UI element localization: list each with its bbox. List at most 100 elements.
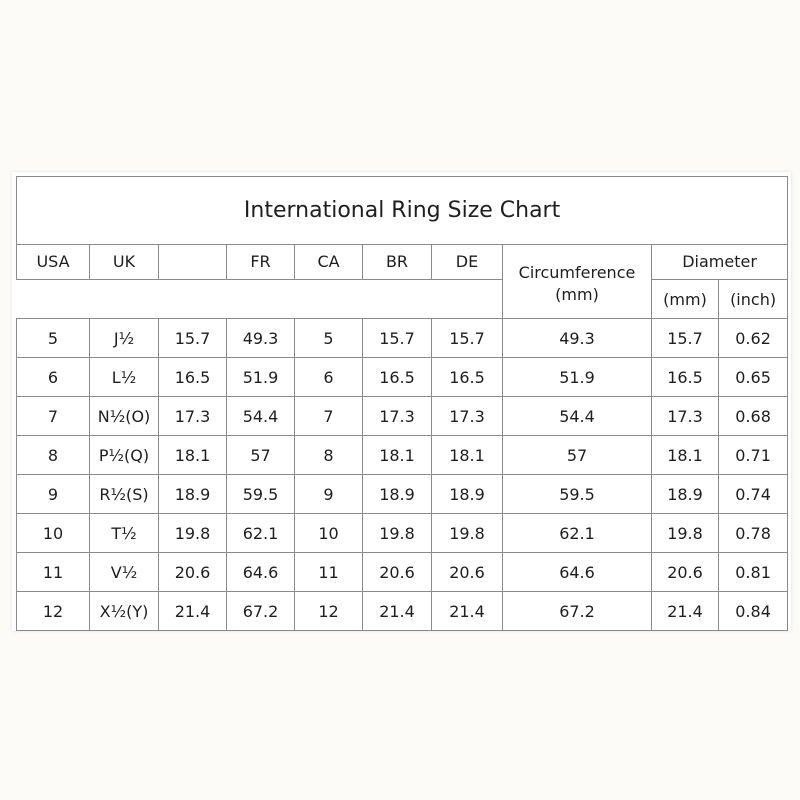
cell-uk: J½ [89, 318, 159, 358]
cell-de: 17.3 [431, 396, 503, 436]
cell-diameter-mm: 21.4 [651, 591, 719, 631]
cell-diameter-mm: 17.3 [651, 396, 719, 436]
ring-size-table: International Ring Size Chart USA UK FR … [15, 176, 789, 631]
cell-de: 16.5 [431, 357, 503, 397]
cell-uk: V½ [89, 552, 159, 592]
table-row: 10 T½ 19.8 62.1 10 19.8 19.8 62.1 19.8 0.78 [16, 513, 789, 553]
table-row: 9 R½(S) 18.9 59.5 9 18.9 18.9 59.5 18.9 0.74 [16, 474, 789, 514]
cell-diameter-inch: 0.78 [717, 513, 789, 553]
cell-circumference-mm: 54.4 [502, 396, 652, 436]
cell-unlabeled: 17.3 [158, 396, 227, 436]
cell-diameter-inch: 0.74 [717, 474, 789, 514]
cell-usa: 10 [16, 513, 90, 553]
cell-ca: 6 [294, 357, 363, 397]
header-blank [158, 244, 227, 280]
table-row: 7 N½(O) 17.3 54.4 7 17.3 17.3 54.4 17.3 0.68 [16, 396, 789, 436]
cell-usa: 8 [16, 435, 90, 475]
table-row: 8 P½(Q) 18.1 57 8 18.1 18.1 57 18.1 0.71 [16, 435, 789, 475]
cell-usa: 12 [16, 591, 90, 631]
cell-unlabeled: 20.6 [158, 552, 227, 592]
cell-de: 18.9 [431, 474, 503, 514]
cell-diameter-mm: 18.1 [651, 435, 719, 475]
cell-diameter-mm: 18.9 [651, 474, 719, 514]
cell-de: 19.8 [431, 513, 503, 553]
cell-unlabeled: 21.4 [158, 591, 227, 631]
cell-circumference-mm: 62.1 [502, 513, 652, 553]
cell-usa: 11 [16, 552, 90, 592]
cell-br: 18.1 [362, 435, 432, 475]
cell-fr: 62.1 [226, 513, 295, 553]
cell-fr: 59.5 [226, 474, 295, 514]
cell-usa: 9 [16, 474, 90, 514]
cell-de: 21.4 [431, 591, 503, 631]
cell-circumference-mm: 49.3 [502, 318, 652, 358]
header-uk: UK [89, 244, 159, 280]
cell-de: 18.1 [431, 435, 503, 475]
cell-fr: 49.3 [226, 318, 295, 358]
cell-unlabeled: 16.5 [158, 357, 227, 397]
table-row: 5 J½ 15.7 49.3 5 15.7 15.7 49.3 15.7 0.62 [16, 318, 789, 358]
header-br: BR [362, 244, 432, 280]
cell-de: 15.7 [431, 318, 503, 358]
cell-usa: 5 [16, 318, 90, 358]
cell-diameter-mm: 15.7 [651, 318, 719, 358]
cell-br: 18.9 [362, 474, 432, 514]
cell-diameter-inch: 0.84 [717, 591, 789, 631]
cell-uk: R½(S) [89, 474, 159, 514]
cell-diameter-inch: 0.81 [717, 552, 789, 592]
header-circumference: Circumference (mm) [502, 244, 652, 319]
cell-br: 16.5 [362, 357, 432, 397]
table-row: 11 V½ 20.6 64.6 11 20.6 20.6 64.6 20.6 0.81 [16, 552, 789, 592]
cell-diameter-mm: 19.8 [651, 513, 719, 553]
cell-uk: N½(O) [89, 396, 159, 436]
cell-fr: 51.9 [226, 357, 295, 397]
cell-ca: 8 [294, 435, 363, 475]
cell-diameter-inch: 0.65 [717, 357, 789, 397]
header-spacer [16, 279, 503, 319]
table-row: 6 L½ 16.5 51.9 6 16.5 16.5 51.9 16.5 0.65 [16, 357, 789, 397]
table-row: 12 X½(Y) 21.4 67.2 12 21.4 21.4 67.2 21.4 0.84 [16, 591, 789, 631]
cell-br: 20.6 [362, 552, 432, 592]
header-usa: USA [16, 244, 90, 280]
cell-fr: 64.6 [226, 552, 295, 592]
cell-fr: 57 [226, 435, 295, 475]
cell-uk: T½ [89, 513, 159, 553]
cell-ca: 7 [294, 396, 363, 436]
cell-circumference-mm: 59.5 [502, 474, 652, 514]
circumference-label: Circumference [518, 262, 636, 282]
cell-ca: 9 [294, 474, 363, 514]
cell-diameter-mm: 20.6 [651, 552, 719, 592]
cell-fr: 67.2 [226, 591, 295, 631]
header-fr: FR [226, 244, 295, 280]
cell-ca: 10 [294, 513, 363, 553]
cell-unlabeled: 19.8 [158, 513, 227, 553]
cell-ca: 11 [294, 552, 363, 592]
cell-de: 20.6 [431, 552, 503, 592]
cell-br: 19.8 [362, 513, 432, 553]
cell-unlabeled: 18.1 [158, 435, 227, 475]
cell-fr: 54.4 [226, 396, 295, 436]
cell-circumference-mm: 51.9 [502, 357, 652, 397]
header-diameter-mm: (mm) [651, 279, 719, 319]
cell-diameter-inch: 0.71 [717, 435, 789, 475]
cell-ca: 5 [294, 318, 363, 358]
cell-diameter-inch: 0.68 [717, 396, 789, 436]
cell-uk: P½(Q) [89, 435, 159, 475]
header-diameter-inch: (inch) [717, 279, 789, 319]
cell-br: 17.3 [362, 396, 432, 436]
table-title: International Ring Size Chart [15, 176, 789, 245]
cell-unlabeled: 15.7 [158, 318, 227, 358]
cell-diameter-mm: 16.5 [651, 357, 719, 397]
header-ca: CA [294, 244, 363, 280]
cell-usa: 7 [16, 396, 90, 436]
cell-uk: L½ [89, 357, 159, 397]
cell-circumference-mm: 57 [502, 435, 652, 475]
cell-circumference-mm: 64.6 [502, 552, 652, 592]
cell-ca: 12 [294, 591, 363, 631]
cell-uk: X½(Y) [89, 591, 159, 631]
cell-usa: 6 [16, 357, 90, 397]
cell-circumference-mm: 67.2 [502, 591, 652, 631]
circumference-unit: (mm) [555, 284, 599, 304]
header-diameter: Diameter [650, 244, 789, 280]
cell-br: 15.7 [362, 318, 432, 358]
